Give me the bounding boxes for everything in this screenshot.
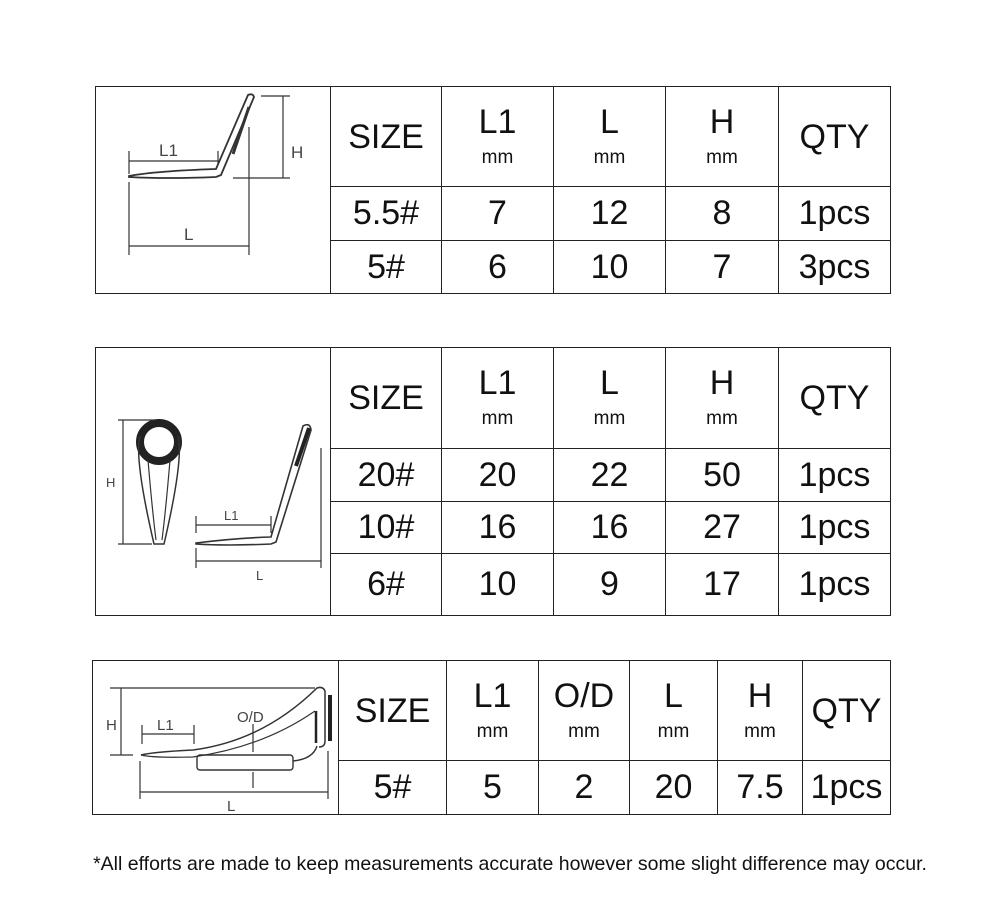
cell-size: 10#	[330, 501, 442, 554]
header-size: SIZE	[338, 660, 447, 761]
table-row: 5# 6 10 7 3pcs	[96, 240, 891, 294]
tube-tip-diagram-icon: H L1 O/D L	[106, 686, 332, 815]
header-l1: L1 mm	[441, 347, 554, 449]
table-row: 20# 20 22 50 1pcs	[96, 448, 891, 502]
ring-guide-diagram-icon: H L1 L	[106, 419, 322, 583]
cell-h: 7	[665, 240, 779, 294]
cell-qty: 1pcs	[778, 501, 891, 554]
cell-h: 17	[665, 553, 779, 616]
cell-l: 22	[553, 448, 666, 502]
cell-od: 2	[538, 760, 630, 815]
cell-l: 9	[553, 553, 666, 616]
label-l: L	[184, 225, 193, 244]
footnote: *All efforts are made to keep measuremen…	[93, 853, 927, 875]
header-od: O/D mm	[538, 660, 630, 761]
header-qty: QTY	[778, 347, 891, 449]
cell-l: 12	[553, 186, 666, 241]
header-l1: L1 mm	[446, 660, 539, 761]
label-od: O/D	[237, 709, 264, 726]
cell-l1: 5	[446, 760, 539, 815]
cell-h: 7.5	[717, 760, 803, 815]
label-h: H	[106, 475, 115, 490]
cell-h: 8	[665, 186, 779, 241]
header-qty: QTY	[778, 86, 891, 187]
tip-top-diagram-icon: L1 L H	[128, 93, 303, 255]
label-h: H	[291, 143, 303, 162]
table-row: 5# 5 2 20 7.5 1pcs	[93, 760, 891, 815]
table-row: 10# 16 16 27 1pcs	[96, 501, 891, 554]
cell-size: 20#	[330, 448, 442, 502]
cell-qty: 1pcs	[778, 553, 891, 616]
cell-qty: 1pcs	[778, 186, 891, 241]
header-l1: L1 mm	[441, 86, 554, 187]
cell-l1: 6	[441, 240, 554, 294]
cell-l1: 7	[441, 186, 554, 241]
cell-l1: 20	[441, 448, 554, 502]
cell-size: 5.5#	[330, 186, 442, 241]
label-h: H	[106, 717, 117, 734]
table-row: 5.5# 7 12 8 1pcs	[96, 186, 891, 241]
table-row: 6# 10 9 17 1pcs	[96, 553, 891, 616]
cell-qty: 1pcs	[802, 760, 891, 815]
cell-size: 6#	[330, 553, 442, 616]
label-l: L	[227, 798, 235, 815]
cell-size: 5#	[338, 760, 447, 815]
cell-qty: 1pcs	[778, 448, 891, 502]
label-l1: L1	[159, 141, 178, 160]
cell-l: 20	[629, 760, 718, 815]
diagram-tube-tip: H L1 O/D L	[92, 660, 339, 815]
header-size: SIZE	[330, 86, 442, 187]
header-qty: QTY	[802, 660, 891, 761]
cell-l1: 10	[441, 553, 554, 616]
diagram-ring-guide: H L1 L	[95, 347, 331, 616]
cell-l1: 16	[441, 501, 554, 554]
cell-qty: 3pcs	[778, 240, 891, 294]
label-l1: L1	[224, 508, 238, 523]
cell-l: 16	[553, 501, 666, 554]
header-size: SIZE	[330, 347, 442, 449]
cell-l: 10	[553, 240, 666, 294]
label-l: L	[256, 568, 263, 583]
cell-h: 50	[665, 448, 779, 502]
label-l1: L1	[157, 717, 174, 734]
cell-h: 27	[665, 501, 779, 554]
cell-size: 5#	[330, 240, 442, 294]
diagram-tip-top: L1 L H	[95, 86, 331, 294]
